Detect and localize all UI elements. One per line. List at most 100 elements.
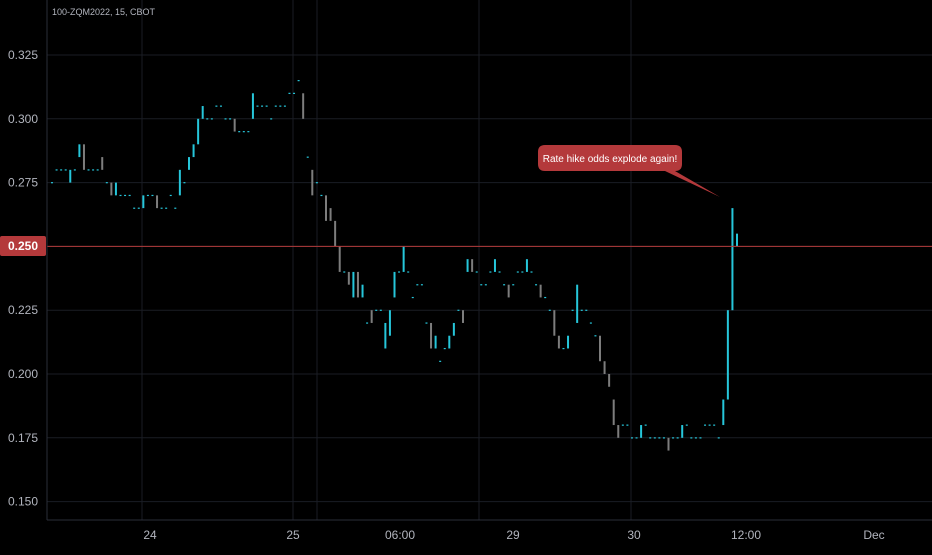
- candle: [178, 169, 181, 196]
- candle: [356, 271, 359, 298]
- candle: [726, 310, 729, 400]
- candle: [329, 208, 332, 221]
- candle: [110, 182, 113, 196]
- y-tick-label: 0.200: [8, 367, 38, 381]
- candle: [480, 284, 483, 286]
- candle: [576, 284, 579, 323]
- candle: [580, 309, 583, 311]
- candle: [338, 246, 341, 272]
- candle: [416, 284, 419, 286]
- candle: [60, 169, 63, 171]
- candle: [101, 157, 104, 170]
- candle-tick: [635, 437, 638, 439]
- candle: [539, 284, 542, 298]
- candle-tick: [288, 92, 291, 94]
- candle-tick: [644, 424, 647, 426]
- candle: [279, 105, 282, 107]
- candle-tick: [439, 360, 442, 362]
- candle-tick: [265, 105, 268, 107]
- x-axis[interactable]: 24 25 06:00 29 30 12:00 Dec: [143, 528, 884, 542]
- candle: [548, 309, 551, 311]
- candle: [105, 182, 108, 184]
- candle-body: [539, 284, 542, 298]
- candle-body: [667, 437, 670, 451]
- candle-tick: [229, 118, 232, 120]
- candle: [512, 284, 515, 286]
- candle-tick: [544, 296, 547, 299]
- candle-tick: [256, 105, 259, 107]
- candle-tick: [484, 284, 487, 286]
- candle-body: [352, 271, 355, 298]
- candle: [55, 169, 58, 171]
- annotation-callout[interactable]: Rate hike odds explode again!: [538, 145, 720, 197]
- candle: [210, 118, 213, 120]
- candle-tick: [457, 309, 460, 311]
- candle: [119, 194, 122, 197]
- candle-tick: [320, 194, 323, 197]
- candle-body: [388, 310, 391, 336]
- candle: [302, 93, 305, 119]
- candle-body: [201, 106, 204, 119]
- candle-body: [142, 195, 145, 209]
- candle-tick: [548, 309, 551, 311]
- candle: [146, 194, 149, 197]
- candle-tick: [119, 194, 122, 197]
- candle: [366, 322, 369, 324]
- candle: [462, 310, 464, 323]
- candle-tick: [658, 437, 661, 439]
- candle-body: [448, 335, 451, 349]
- candle: [690, 437, 693, 439]
- candle-tick: [64, 169, 67, 171]
- current-price-label: 0.250: [8, 239, 38, 253]
- candle: [69, 169, 72, 183]
- candle-tick: [96, 169, 99, 171]
- candle: [325, 195, 327, 221]
- candle: [347, 271, 350, 285]
- candle: [585, 309, 588, 311]
- candle-tick: [708, 424, 711, 426]
- candle-tick: [535, 284, 538, 286]
- candle-body: [557, 335, 560, 349]
- candle: [388, 310, 391, 336]
- candle-tick: [411, 296, 414, 299]
- candle-tick: [717, 437, 720, 439]
- candle-tick: [443, 347, 446, 350]
- candle: [471, 259, 474, 272]
- candle: [315, 182, 318, 184]
- candle: [503, 284, 506, 286]
- candle: [82, 144, 85, 170]
- candle: [206, 118, 209, 120]
- candle: [699, 437, 702, 439]
- candle-tick: [297, 80, 300, 82]
- candle: [219, 105, 222, 107]
- candle: [571, 309, 574, 311]
- candle-body: [188, 157, 190, 170]
- candle-body: [507, 284, 510, 298]
- candle: [288, 92, 291, 94]
- candle-body: [393, 271, 396, 298]
- candle-body: [338, 246, 341, 272]
- candle-tick: [133, 207, 136, 209]
- candle-body: [302, 93, 305, 119]
- candle-tick: [420, 284, 423, 286]
- candle: [521, 271, 524, 273]
- candle: [183, 182, 186, 184]
- candle-body: [347, 271, 350, 285]
- candle: [443, 347, 446, 350]
- candle: [361, 284, 364, 298]
- candle-tick: [407, 271, 410, 273]
- candle: [151, 194, 154, 197]
- candle-tick: [224, 118, 227, 120]
- candle-body: [567, 335, 570, 349]
- candle-tick: [621, 424, 624, 426]
- candle-tick: [124, 194, 127, 197]
- candle: [293, 92, 296, 94]
- candle: [370, 310, 373, 323]
- candle: [452, 322, 455, 336]
- annotation-text: Rate hike odds explode again!: [543, 154, 678, 165]
- candle: [425, 322, 428, 324]
- candle-tick: [215, 105, 218, 107]
